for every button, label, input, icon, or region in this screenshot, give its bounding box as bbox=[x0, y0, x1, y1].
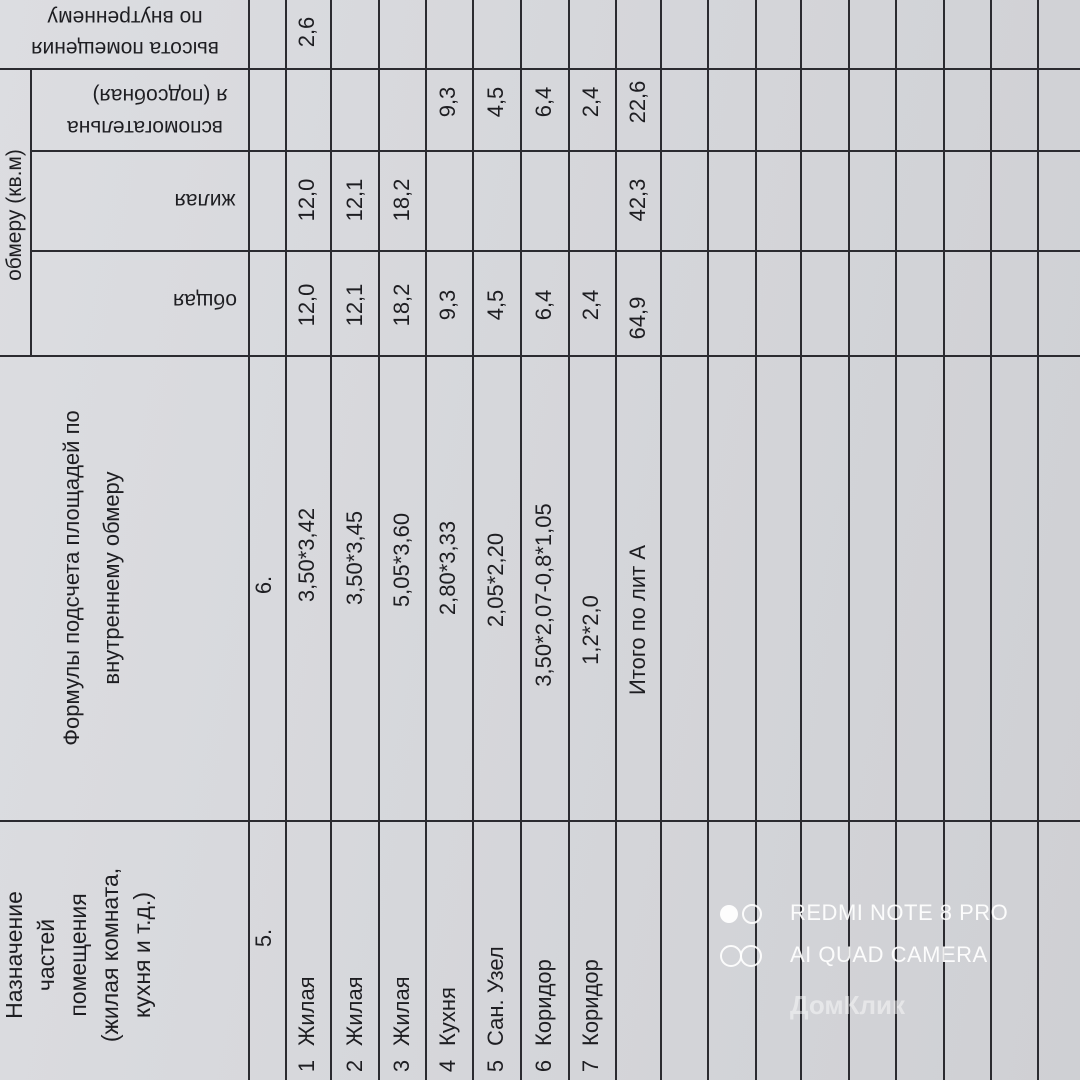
watermark-line1: REDMI NOTE 8 PRO bbox=[790, 900, 1009, 925]
grid-line bbox=[425, 0, 427, 1080]
grid-line bbox=[520, 0, 522, 1080]
grid-line bbox=[943, 0, 945, 1080]
grid-line bbox=[30, 68, 32, 355]
grid-line bbox=[800, 0, 802, 1080]
grid-line bbox=[660, 0, 662, 1080]
grid-line bbox=[0, 355, 1080, 357]
grid-line bbox=[285, 0, 287, 1080]
grid-line bbox=[30, 150, 1080, 152]
grid-line bbox=[990, 0, 992, 1080]
grid-line bbox=[1037, 0, 1039, 1080]
ring-icon bbox=[742, 904, 762, 924]
grid-line bbox=[615, 0, 617, 1080]
grid-line bbox=[848, 0, 850, 1080]
grid-line bbox=[472, 0, 474, 1080]
brand-watermark: ДомКлик bbox=[790, 990, 905, 1020]
grid-line bbox=[568, 0, 570, 1080]
grid-line bbox=[378, 0, 380, 1080]
grid-line bbox=[0, 68, 1080, 70]
grid-line bbox=[755, 0, 757, 1080]
grid-line bbox=[30, 250, 1080, 252]
grid-line bbox=[248, 0, 250, 1080]
grid-line bbox=[330, 0, 332, 1080]
infinity-icon bbox=[720, 945, 766, 967]
grid-line bbox=[0, 820, 1080, 822]
dot-icon bbox=[720, 905, 738, 923]
grid-line bbox=[707, 0, 709, 1080]
grid-line bbox=[895, 0, 897, 1080]
watermark-line2: AI QUAD CAMERA bbox=[790, 942, 988, 967]
